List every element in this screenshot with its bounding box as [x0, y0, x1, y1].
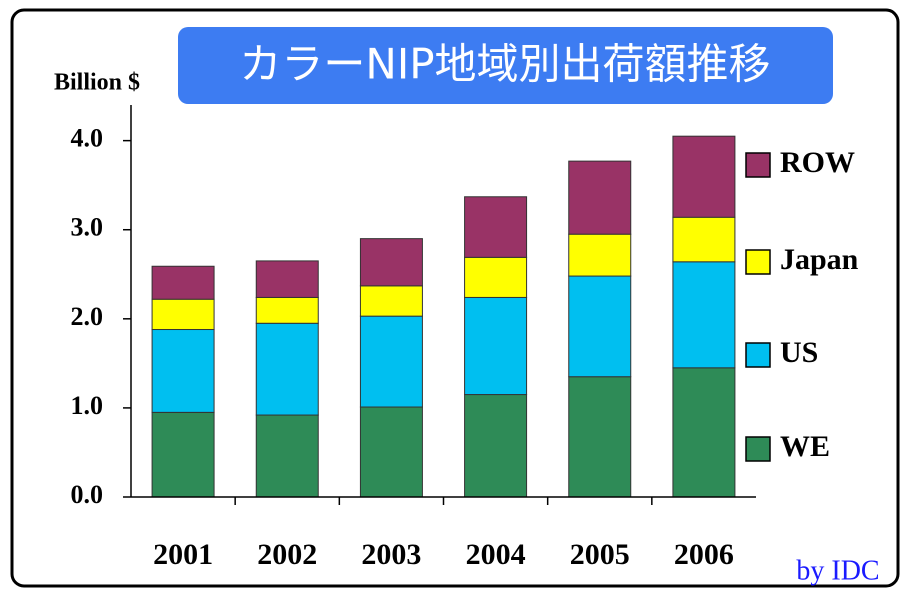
bar-segment	[672, 367, 736, 498]
legend-label: WE	[780, 430, 830, 463]
x-tick-label: 2002	[257, 538, 317, 571]
legend-swatch	[745, 342, 771, 368]
bar-segment	[255, 260, 319, 298]
bar-segment	[672, 261, 736, 369]
legend-swatch	[745, 152, 771, 178]
bar-segment	[464, 256, 528, 298]
bar-segment	[151, 298, 215, 331]
legend-swatch	[745, 249, 771, 275]
bar-segment	[359, 285, 423, 317]
bar-segment	[359, 406, 423, 498]
legend-label: Japan	[780, 243, 859, 276]
bar-segment	[568, 275, 632, 378]
source: by IDC	[796, 555, 879, 586]
bar-segment	[672, 216, 736, 263]
chart-title: カラーNIP地域別出荷額推移	[239, 40, 770, 89]
y-tick-label: 3.0	[71, 213, 104, 242]
bar-segment	[464, 196, 528, 258]
y-tick-label: 0.0	[71, 480, 104, 509]
x-tick-label: 2004	[466, 538, 526, 571]
bar-segment	[255, 322, 319, 416]
bar-segment	[151, 265, 215, 300]
y-tick-label: 1.0	[71, 391, 104, 420]
x-tick-label: 2001	[153, 538, 213, 571]
y-axis-label: Billion $	[54, 70, 140, 96]
bar-segment	[255, 414, 319, 498]
bar-segment	[464, 394, 528, 498]
x-tick-label: 2005	[570, 538, 630, 571]
bar-segment	[568, 376, 632, 498]
bar-segment	[151, 329, 215, 413]
bar-segment	[568, 233, 632, 277]
legend-swatch	[745, 436, 771, 462]
y-tick-label: 2.0	[71, 302, 104, 331]
bar-segment	[464, 296, 528, 396]
x-tick-label: 2006	[674, 538, 734, 571]
bar-segment	[359, 315, 423, 408]
legend-label: ROW	[780, 146, 855, 179]
legend-label: US	[780, 336, 818, 369]
bar-segment	[255, 296, 319, 324]
bar-segment	[151, 411, 215, 498]
bar-segment	[568, 160, 632, 235]
y-tick-label: 4.0	[71, 124, 104, 153]
bar-segment	[359, 238, 423, 287]
title-box	[178, 27, 833, 104]
x-tick-label: 2003	[361, 538, 421, 571]
bar-segment	[672, 135, 736, 218]
